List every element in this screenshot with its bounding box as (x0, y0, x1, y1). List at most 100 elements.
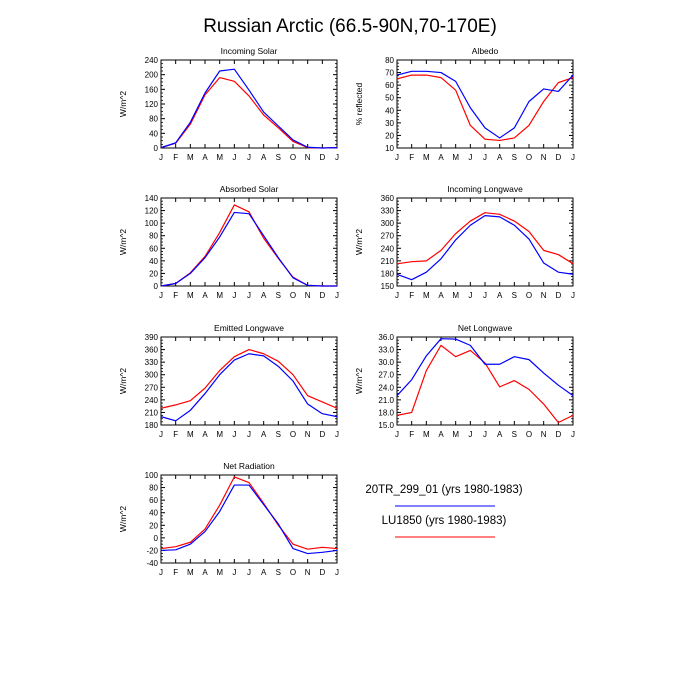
x-tick-label: O (290, 153, 296, 162)
x-tick-label: J (468, 291, 472, 300)
x-tick-label: F (173, 430, 178, 439)
figure-title: Russian Arctic (66.5-90N,70-170E) (203, 16, 497, 37)
x-tick-label: A (497, 291, 503, 300)
y-tick-label: 30 (385, 119, 394, 128)
y-tick-label: 40 (149, 257, 158, 266)
x-tick-label: J (483, 430, 487, 439)
y-tick-label: 240 (381, 244, 395, 253)
x-tick-label: M (423, 291, 430, 300)
x-tick-label: J (483, 291, 487, 300)
series-line-red (160, 476, 338, 550)
y-tick-label: 210 (145, 408, 159, 417)
y-tick-label: -40 (146, 559, 158, 568)
x-tick-label: O (290, 291, 296, 300)
plot-frame (396, 59, 574, 149)
y-tick-label: 140 (145, 194, 159, 203)
y-tick-label: 0 (154, 534, 159, 543)
plot-frame (396, 336, 574, 426)
chart-title: Incoming Longwave (447, 184, 523, 194)
x-tick-label: M (216, 153, 223, 162)
chart-title: Albedo (472, 46, 499, 56)
x-tick-label: J (395, 153, 399, 162)
y-tick-label: 210 (381, 257, 395, 266)
y-tick-label: 70 (385, 69, 394, 78)
x-tick-label: J (395, 291, 399, 300)
x-tick-label: S (276, 291, 281, 300)
plot-frame (396, 197, 574, 287)
x-tick-label: D (319, 430, 325, 439)
series-line-blue (160, 68, 338, 149)
x-tick-label: O (290, 430, 296, 439)
y-tick-label: 270 (381, 232, 395, 241)
x-tick-label: J (232, 430, 236, 439)
x-tick-label: O (290, 568, 296, 577)
legend-label: LU1850 (yrs 1980-1983) (382, 515, 507, 527)
x-tick-label: A (497, 430, 503, 439)
plot-frame (160, 59, 338, 149)
y-tick-label: 50 (385, 94, 394, 103)
x-tick-label: N (305, 568, 311, 577)
x-tick-label: S (276, 153, 281, 162)
x-tick-label: N (541, 291, 547, 300)
y-tick-label: 80 (149, 484, 158, 493)
x-tick-label: N (305, 430, 311, 439)
x-tick-label: J (159, 291, 163, 300)
x-tick-label: J (247, 430, 251, 439)
y-tick-label: -20 (146, 546, 158, 555)
x-tick-label: F (409, 153, 414, 162)
x-tick-label: M (216, 430, 223, 439)
x-tick-label: M (216, 568, 223, 577)
y-tick-label: 27.0 (378, 371, 394, 380)
x-tick-label: M (187, 568, 194, 577)
y-tick-label: 30.0 (378, 358, 394, 367)
y-tick-label: 80 (149, 115, 158, 124)
chart-title: Incoming Solar (221, 46, 278, 56)
x-tick-label: J (159, 568, 163, 577)
y-tick-label: 60 (149, 496, 158, 505)
y-tick-label: 120 (145, 100, 159, 109)
x-tick-label: A (438, 430, 444, 439)
y-tick-label: 120 (145, 207, 159, 216)
x-tick-label: D (555, 430, 561, 439)
series-line-blue (160, 484, 338, 555)
y-tick-label: 18.0 (378, 408, 394, 417)
chart-title: Emitted Longwave (214, 323, 284, 333)
x-tick-label: F (409, 291, 414, 300)
y-tick-label: 0 (154, 282, 159, 291)
x-tick-label: J (468, 430, 472, 439)
x-tick-label: S (276, 568, 281, 577)
x-tick-label: S (512, 291, 517, 300)
y-tick-label: 360 (145, 346, 159, 355)
y-tick-label: 60 (149, 244, 158, 253)
y-tick-label: 40 (385, 106, 394, 115)
x-tick-label: J (159, 153, 163, 162)
y-tick-label: 330 (381, 207, 395, 216)
x-tick-label: A (438, 153, 444, 162)
legend-label: 20TR_299_01 (yrs 1980-1983) (365, 484, 522, 496)
x-tick-label: M (452, 430, 459, 439)
x-tick-label: J (247, 568, 251, 577)
x-tick-label: A (261, 430, 267, 439)
y-tick-label: 21.0 (378, 396, 394, 405)
series-line-red (160, 348, 338, 409)
series-line-blue (396, 70, 574, 139)
x-tick-label: N (305, 153, 311, 162)
x-tick-label: J (395, 430, 399, 439)
series-line-blue (396, 215, 574, 281)
x-tick-label: M (423, 430, 430, 439)
x-tick-label: M (452, 291, 459, 300)
x-tick-label: A (202, 430, 208, 439)
x-tick-label: A (202, 568, 208, 577)
y-tick-label: 24.0 (378, 383, 394, 392)
x-tick-label: J (335, 153, 339, 162)
y-tick-label: 100 (145, 219, 159, 228)
y-axis-label: W/m^2 (354, 368, 364, 394)
y-axis-label: W/m^2 (118, 368, 128, 394)
x-tick-label: N (541, 153, 547, 162)
